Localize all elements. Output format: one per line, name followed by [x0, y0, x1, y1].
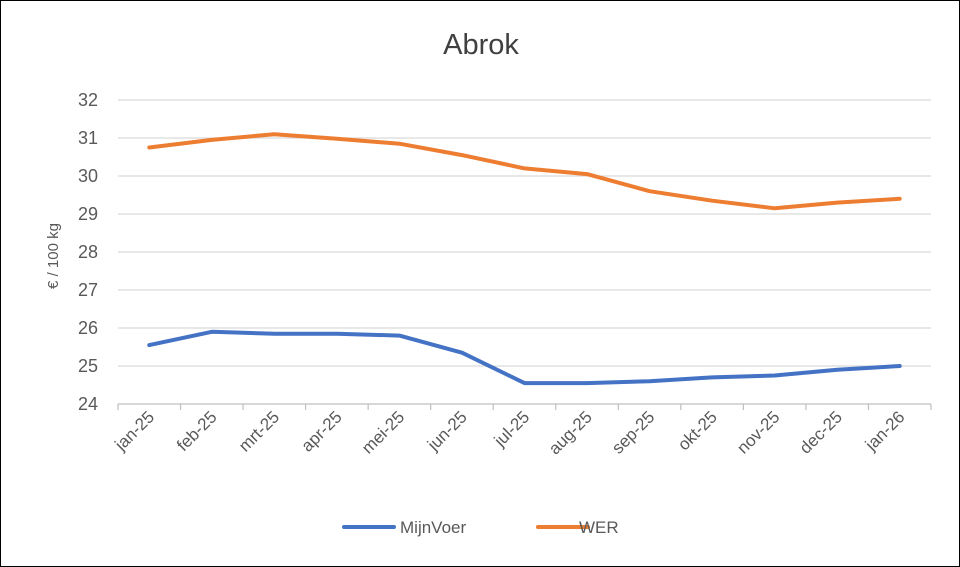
x-tick-label: apr-25	[298, 407, 346, 455]
x-tick-label: jan-25	[111, 407, 159, 455]
x-tick-label: jun-25	[423, 407, 471, 455]
y-tick-label: 25	[78, 356, 98, 376]
series-line-wer	[147, 132, 902, 211]
series-line-mijnvoer	[147, 329, 902, 386]
x-tick-label: dec-25	[796, 407, 846, 457]
x-tick-label: okt-25	[674, 407, 721, 454]
series-lines	[147, 132, 902, 386]
y-tick-label: 30	[78, 166, 98, 186]
y-tick-label: 24	[78, 394, 98, 414]
x-tick-label: jan-26	[861, 407, 909, 455]
x-tick-label: jul-25	[490, 407, 534, 451]
y-tick-label: 28	[78, 242, 98, 262]
x-tick-label: mrt-25	[235, 407, 283, 455]
y-tick-label: 26	[78, 318, 98, 338]
y-tick-label: 32	[78, 90, 98, 110]
y-tick-label: 29	[78, 204, 98, 224]
y-axis-ticks: 24 25 26 27 28 29 30 31 32	[78, 90, 98, 414]
x-tick-label: nov-25	[733, 407, 783, 457]
x-tick-label: aug-25	[545, 407, 596, 458]
chart-title: Abrok	[443, 29, 519, 61]
y-tick-label: 27	[78, 280, 98, 300]
y-tick-label: 31	[78, 128, 98, 148]
gridlines	[118, 99, 931, 367]
x-tick-label: mei-25	[358, 407, 408, 457]
legend-label: MijnVoer	[400, 518, 466, 537]
x-tick-label: feb-25	[173, 407, 221, 455]
legend: MijnVoer WER	[342, 518, 619, 537]
x-tick-label: sep-25	[608, 407, 658, 457]
legend-label: WER	[579, 518, 619, 537]
y-axis-label: € / 100 kg	[45, 223, 62, 289]
x-axis-ticks: jan-25 feb-25 mrt-25 apr-25 mei-25 jun-25 jul-…	[111, 407, 909, 458]
x-axis	[117, 403, 932, 410]
